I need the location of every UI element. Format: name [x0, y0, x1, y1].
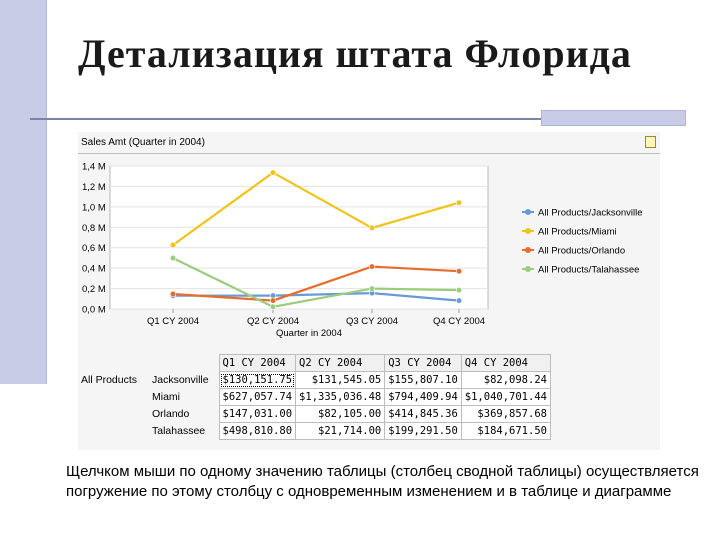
table-row: Talahassee $498,810.80 $21,714.00 $199,291.…	[78, 422, 551, 440]
data-point[interactable]	[169, 254, 177, 262]
pivot-value-cell[interactable]: $414,845.36	[384, 405, 462, 423]
table-row: All Products Jacksonville $130,151.75 $131,…	[78, 371, 551, 389]
slide-title-underline	[30, 118, 686, 120]
y-tick-label: 0,4 M	[82, 264, 106, 275]
legend-label[interactable]: All Products/Talahassee	[538, 265, 639, 276]
series-line[interactable]	[172, 291, 460, 302]
pivot-value-cell[interactable]: $369,857.68	[460, 405, 551, 423]
chart-options-icon[interactable]	[645, 136, 656, 148]
slide-left-accent-bar	[0, 0, 47, 384]
pivot-corner	[78, 355, 149, 372]
pivot-value-cell[interactable]: $1,335,036.48	[295, 388, 386, 406]
x-axis-label: Quarter in 2004	[276, 328, 342, 339]
data-point[interactable]	[269, 169, 277, 176]
pivot-value-cell[interactable]: $82,098.24	[460, 371, 551, 389]
data-point[interactable]	[368, 263, 376, 270]
pivot-value-cell[interactable]: $82,105.00	[295, 405, 386, 423]
legend-label[interactable]: All Products/Orlando	[538, 246, 625, 257]
pivot-row-group-spacer	[78, 423, 149, 440]
pivot-row-label[interactable]: Jacksonville	[152, 374, 209, 386]
pivot-column-header[interactable]: Q4 CY 2004	[460, 354, 551, 372]
pivot-corner	[149, 355, 219, 372]
legend-label[interactable]: All Products/Jacksonville	[538, 208, 643, 219]
pivot-row-group-spacer	[78, 389, 149, 406]
pivot-row-label[interactable]: Miami	[152, 391, 180, 403]
y-tick-label: 0,2 M	[82, 284, 106, 295]
pivot-value-cell[interactable]: $199,291.50	[384, 422, 462, 440]
chart-title: Sales Amt (Quarter in 2004)	[81, 137, 205, 148]
legend-marker	[525, 247, 531, 253]
pivot-value-cell[interactable]: $155,807.10	[384, 371, 462, 389]
legend-marker	[525, 209, 531, 215]
series-line[interactable]	[172, 171, 460, 246]
legend-label[interactable]: All Products/Miami	[538, 227, 617, 238]
y-tick-label: 0,0 M	[82, 305, 106, 316]
data-point[interactable]	[269, 297, 277, 304]
series-line[interactable]	[172, 265, 460, 302]
x-tick-label: Q3 CY 2004	[346, 316, 398, 327]
data-point[interactable]	[169, 290, 177, 298]
data-point[interactable]	[368, 285, 376, 292]
series-line[interactable]	[172, 257, 460, 308]
pivot-value-cell[interactable]: $794,409.94	[384, 388, 462, 406]
data-point[interactable]	[269, 303, 277, 310]
x-tick-label: Q1 CY 2004	[147, 316, 199, 327]
y-tick-label: 1,4 M	[82, 162, 106, 173]
slide-title: Детализация штата Флорида	[78, 31, 632, 76]
y-tick-label: 1,0 M	[82, 202, 106, 213]
data-point[interactable]	[455, 287, 463, 294]
data-point[interactable]	[455, 199, 463, 206]
pivot-value-cell[interactable]: $131,545.05	[295, 371, 386, 389]
data-point[interactable]	[455, 268, 463, 275]
line-chart[interactable]: 0,0 M 0,2 M 0,4 M 0,6 M 0,8 M 1,0 M 1,2 M 1,4 M…	[78, 154, 660, 354]
pivot-value-cell[interactable]: $498,810.80	[218, 422, 297, 440]
pivot-value-cell[interactable]: $147,031.00	[218, 405, 297, 423]
slide-accent-box	[541, 110, 686, 126]
pivot-column-header[interactable]: Q3 CY 2004	[384, 354, 462, 372]
x-tick-label: Q4 CY 2004	[433, 316, 485, 327]
chart-header: Sales Amt (Quarter in 2004)	[78, 132, 660, 154]
pivot-row-label[interactable]: Talahassee	[152, 425, 206, 437]
pivot-row-group-label[interactable]: All Products	[81, 374, 138, 386]
pivot-value-cell[interactable]: $627,057.74	[218, 388, 297, 406]
pivot-value-cell[interactable]: $184,671.50	[460, 422, 551, 440]
analysis-screenshot: Sales Amt (Quarter in 2004) 0,0 M 0,2 M 0,…	[78, 132, 660, 450]
pivot-table: Q1 CY 2004 Q2 CY 2004 Q3 CY 2004 Q4 CY 2004…	[78, 354, 660, 440]
data-point[interactable]	[455, 297, 463, 304]
data-point[interactable]	[169, 241, 177, 249]
pivot-value-cell[interactable]: $1,040,701.44	[460, 388, 551, 406]
pivot-column-header[interactable]: Q1 CY 2004	[218, 354, 297, 372]
pivot-value-cell[interactable]: $130,151.75	[218, 371, 297, 389]
pivot-row-label[interactable]: Orlando	[152, 408, 190, 420]
table-row: Miami $627,057.74 $1,335,036.48 $794,409.94…	[78, 388, 551, 406]
y-tick-label: 1,2 M	[82, 182, 106, 193]
pivot-value-cell[interactable]: $21,714.00	[295, 422, 386, 440]
pivot-column-header[interactable]: Q2 CY 2004	[295, 354, 386, 372]
plot-area	[109, 165, 489, 310]
y-tick-label: 0,8 M	[82, 223, 106, 234]
data-point[interactable]	[368, 224, 376, 231]
x-tick-label: Q2 CY 2004	[247, 316, 299, 327]
table-row: Orlando $147,031.00 $82,105.00 $414,845.36 $…	[78, 405, 551, 423]
pivot-header-row: Q1 CY 2004 Q2 CY 2004 Q3 CY 2004 Q4 CY 2004	[78, 354, 551, 372]
y-tick-label: 0,6 M	[82, 243, 106, 254]
legend-marker	[525, 266, 531, 272]
pivot-row-group-spacer	[78, 406, 149, 423]
legend-marker	[525, 228, 531, 234]
slide-caption: Щелчком мыши по одному значению таблицы …	[66, 463, 699, 500]
